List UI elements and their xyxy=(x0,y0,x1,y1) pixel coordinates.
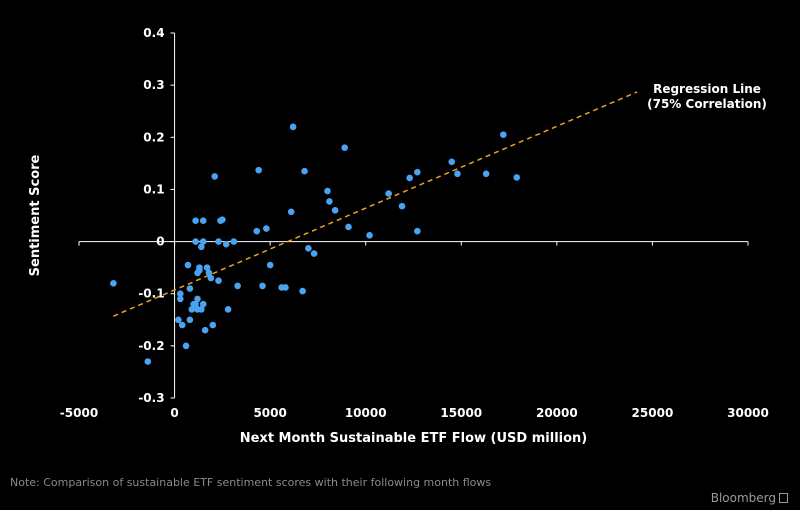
data-point xyxy=(255,166,262,174)
data-point xyxy=(199,300,207,308)
y-tick-label: 0.2 xyxy=(143,130,164,144)
data-point xyxy=(215,238,222,245)
data-point xyxy=(345,223,352,231)
data-point xyxy=(186,285,194,292)
data-point xyxy=(299,287,306,295)
regression-line xyxy=(113,91,638,317)
data-point xyxy=(198,243,205,251)
data-point xyxy=(230,238,238,245)
brand-logo: Bloomberg xyxy=(711,491,788,505)
data-point xyxy=(175,316,182,324)
y-tick-label: -0.3 xyxy=(138,391,164,405)
data-point xyxy=(224,306,232,313)
x-tick-label: 15000 xyxy=(440,406,482,420)
y-tick-label: 0 xyxy=(156,235,164,249)
data-point xyxy=(199,238,207,245)
data-point xyxy=(222,240,230,248)
data-point xyxy=(326,198,333,205)
data-point xyxy=(253,227,261,235)
y-axis-title: Sentiment Score xyxy=(28,154,43,276)
data-point xyxy=(406,174,413,182)
data-point xyxy=(454,170,461,178)
data-point xyxy=(199,217,207,225)
regression-annotation-line2: (75% Correlation) xyxy=(647,97,767,111)
footnote: Note: Comparison of sustainable ETF sent… xyxy=(10,476,492,489)
x-tick-label: 30000 xyxy=(727,406,769,420)
data-point xyxy=(182,342,190,350)
x-tick-label: -5000 xyxy=(60,406,98,420)
data-point xyxy=(414,168,421,176)
data-point xyxy=(331,206,339,214)
data-point xyxy=(196,266,203,274)
data-point xyxy=(144,358,152,365)
data-point xyxy=(310,250,318,257)
data-point xyxy=(266,261,274,269)
data-point xyxy=(110,279,117,287)
data-point xyxy=(366,232,373,239)
data-point xyxy=(398,202,406,210)
data-point xyxy=(205,269,213,277)
data-point xyxy=(282,284,289,291)
y-tick-label: -0.1 xyxy=(138,287,164,301)
y-tick-label: 0.3 xyxy=(143,78,164,92)
data-point xyxy=(513,174,521,181)
data-point xyxy=(192,300,199,308)
data-point xyxy=(203,264,211,271)
regression-layer xyxy=(113,91,638,317)
regression-annotation-line1: Regression Line xyxy=(653,82,761,96)
data-point xyxy=(482,170,490,178)
data-point xyxy=(188,306,196,313)
brand-name: Bloomberg xyxy=(710,491,776,505)
data-point xyxy=(289,123,297,131)
data-point xyxy=(209,321,217,329)
x-axis-title: Next Month Sustainable ETF Flow (USD mil… xyxy=(240,431,588,446)
data-point xyxy=(259,282,266,290)
x-tick-label: 10000 xyxy=(345,406,387,420)
data-point xyxy=(287,208,295,216)
x-tick-label: 5000 xyxy=(253,406,286,420)
data-point xyxy=(178,321,186,329)
x-tick-label: 20000 xyxy=(536,406,578,420)
axes: 0.4 0.3 0.2 0.1 0 -0.1 -0.2 -0.3 -5000 0 5000 10000… xyxy=(60,26,769,420)
data-point xyxy=(414,227,421,235)
data-point xyxy=(305,245,312,252)
data-point xyxy=(211,173,219,180)
data-point xyxy=(192,217,199,225)
data-point xyxy=(192,238,199,245)
data-point xyxy=(385,190,392,197)
x-tick-label: 0 xyxy=(170,406,178,420)
data-point xyxy=(215,277,222,284)
y-tick-label: -0.2 xyxy=(138,339,164,353)
data-point xyxy=(177,295,184,303)
data-point xyxy=(301,167,308,175)
data-point xyxy=(198,306,205,313)
x-tick-label: 25000 xyxy=(632,406,674,420)
data-point xyxy=(194,295,201,303)
data-point xyxy=(207,274,215,282)
labels-layer: Next Month Sustainable ETF Flow (USD mil… xyxy=(28,82,767,446)
data-point xyxy=(186,316,194,324)
data-point xyxy=(184,261,192,269)
data-point xyxy=(263,225,270,232)
y-tick-label: 0.1 xyxy=(143,182,164,196)
data-point xyxy=(201,326,209,334)
data-point xyxy=(324,187,331,195)
data-point xyxy=(177,290,184,298)
brand-mark-icon xyxy=(779,493,788,503)
y-tick-label: 0.4 xyxy=(143,26,164,40)
data-point xyxy=(341,144,348,152)
data-point xyxy=(500,131,507,138)
data-point xyxy=(234,282,241,290)
data-point xyxy=(219,216,226,223)
data-point xyxy=(448,158,456,166)
points-layer xyxy=(110,123,521,365)
